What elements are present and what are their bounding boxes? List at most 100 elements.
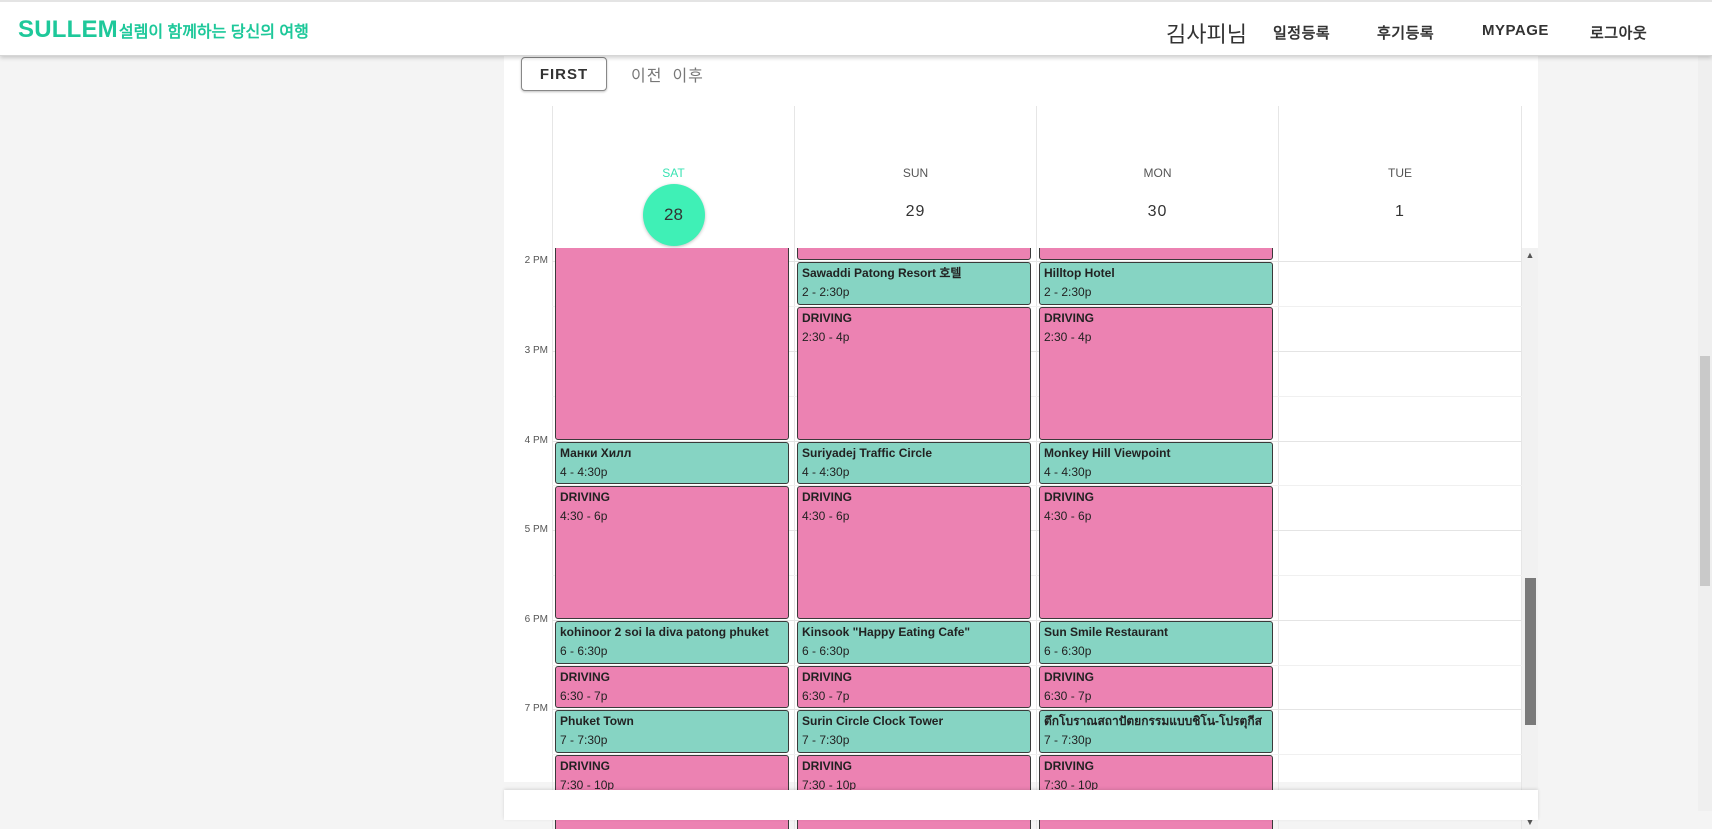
event-time: 7:30 - 10p xyxy=(802,778,857,792)
calendar-scrollbar-thumb[interactable] xyxy=(1525,578,1536,725)
place-event[interactable]: Surin Circle Clock Tower 7 - 7:30p xyxy=(797,710,1031,753)
event-title: Phuket Town xyxy=(560,714,634,728)
driving-event[interactable]: DRIVING 4:30 - 6p xyxy=(1039,486,1273,619)
day-number: 29 xyxy=(905,203,926,220)
triangle-up-icon[interactable]: ▲ xyxy=(1525,250,1535,260)
event-title: DRIVING xyxy=(1044,311,1095,325)
event-time: 6:30 - 7p xyxy=(1044,689,1092,703)
event-title: Surin Circle Clock Tower xyxy=(802,714,944,728)
time-label: 4 PM xyxy=(524,435,548,446)
first-button[interactable]: FIRST xyxy=(521,57,607,91)
event-time: 6:30 - 7p xyxy=(802,689,850,703)
column-divider xyxy=(794,248,795,829)
nav-mypage[interactable]: MYPAGE xyxy=(1482,22,1549,39)
half-hour-line xyxy=(552,754,1522,755)
place-event[interactable]: Sun Smile Restaurant 6 - 6:30p xyxy=(1039,621,1273,664)
calendar-toolbar: FIRST 이전 이후 xyxy=(521,56,704,92)
time-label: 7 PM xyxy=(524,703,548,714)
top-navbar: SULLEM 설렘이 함께하는 당신의 여행 김사피님 일정등록 후기등록 MY… xyxy=(0,0,1712,56)
place-event[interactable]: Kinsook "Happy Eating Cafe" 6 - 6:30p xyxy=(797,621,1031,664)
day-number: 30 xyxy=(1147,203,1168,220)
today-date-circle: 28 xyxy=(642,184,705,246)
driving-event[interactable]: DRIVING 6:30 - 7p xyxy=(797,666,1031,708)
column-divider xyxy=(1521,248,1522,829)
day-header-tue[interactable]: TUE 1 xyxy=(1278,106,1522,250)
page-scrollbar-thumb[interactable] xyxy=(1700,356,1710,586)
day-header-mon[interactable]: MON 30 xyxy=(1036,106,1278,250)
event-title: Monkey Hill Viewpoint xyxy=(1044,446,1171,460)
event-title: Kinsook "Happy Eating Cafe" xyxy=(802,625,971,639)
time-label: 3 PM xyxy=(524,345,548,356)
place-event[interactable]: Suriyadej Traffic Circle 4 - 4:30p xyxy=(797,442,1031,484)
hour-line xyxy=(552,620,1522,621)
place-event[interactable]: Hilltop Hotel 2 - 2:30p xyxy=(1039,262,1273,305)
hour-line xyxy=(552,351,1522,352)
event-title: DRIVING xyxy=(802,759,853,773)
driving-event[interactable]: DRIVING 4:30 - 6p xyxy=(797,486,1031,619)
event-title: DRIVING xyxy=(1044,670,1095,684)
place-event[interactable]: Sawaddi Patong Resort 호텔 2 - 2:30p xyxy=(797,262,1031,305)
event-title: Манки Хилл xyxy=(560,446,632,460)
driving-event[interactable] xyxy=(797,248,1031,260)
event-time: 7:30 - 10p xyxy=(1044,778,1099,792)
event-time: 6 - 6:30p xyxy=(560,644,608,658)
event-time: 2 - 2:30p xyxy=(802,285,850,299)
event-time: 4:30 - 6p xyxy=(560,509,608,523)
event-time: 2:30 - 4p xyxy=(1044,330,1092,344)
event-time: 4:30 - 6p xyxy=(1044,509,1092,523)
event-time: 2:30 - 4p xyxy=(802,330,850,344)
hour-line xyxy=(552,261,1522,262)
event-title: Suriyadej Traffic Circle xyxy=(802,446,933,460)
driving-event[interactable]: DRIVING 6:30 - 7p xyxy=(1039,666,1273,708)
nav-schedule-register[interactable]: 일정등록 xyxy=(1273,25,1331,42)
driving-event[interactable]: DRIVING 6:30 - 7p xyxy=(555,666,789,708)
event-title: Hilltop Hotel xyxy=(1044,266,1115,280)
time-label: 2 PM xyxy=(524,255,548,266)
day-name: SAT xyxy=(662,166,685,180)
event-title: DRIVING xyxy=(1044,490,1095,504)
driving-event[interactable]: DRIVING 4:30 - 6p xyxy=(555,486,789,619)
column-divider xyxy=(552,248,553,829)
half-hour-line xyxy=(552,575,1522,576)
place-event[interactable]: ตึกโบราณสถาปัตยกรรมแบบชิโน-โปรตุกีส 7 - 7… xyxy=(1039,710,1273,753)
day-header-sun[interactable]: SUN 29 xyxy=(794,106,1036,250)
user-greeting: 김사피님 xyxy=(1166,22,1247,47)
half-hour-line xyxy=(552,306,1522,307)
hour-line xyxy=(552,530,1522,531)
nav-logout[interactable]: 로그아웃 xyxy=(1590,25,1648,42)
event-time: 7 - 7:30p xyxy=(802,733,850,747)
calendar-card: FIRST 이전 이후 SAT 28 SUN 29 MON 30 TUE 1 2… xyxy=(504,52,1538,829)
event-time: 7:30 - 10p xyxy=(560,778,615,792)
event-title: DRIVING xyxy=(560,759,611,773)
event-title: DRIVING xyxy=(1044,759,1095,773)
place-event[interactable]: kohinoor 2 soi la diva patong phuket 6 - … xyxy=(555,621,789,664)
calendar-scrollbar[interactable]: ▲ ▼ xyxy=(1522,248,1538,829)
next-button[interactable]: 이후 xyxy=(672,68,704,85)
hour-line xyxy=(552,441,1522,442)
place-event[interactable]: Манки Хилл 4 - 4:30p xyxy=(555,442,789,484)
event-time: 7 - 7:30p xyxy=(1044,733,1092,747)
day-header-sat[interactable]: SAT 28 xyxy=(552,106,794,250)
driving-event[interactable]: DRIVING 2:30 - 4p xyxy=(797,307,1031,440)
driving-event[interactable]: DRIVING 2:30 - 4p xyxy=(1039,307,1273,440)
nav-review-register[interactable]: 후기등록 xyxy=(1377,25,1435,42)
day-number: 1 xyxy=(1395,203,1405,220)
time-label: 5 PM xyxy=(524,524,548,535)
brand-logo[interactable]: SULLEM 설렘이 함께하는 당신의 여행 xyxy=(18,16,309,44)
calendar-time-grid[interactable]: 2 PM3 PM4 PM5 PM6 PM7 PM8 PM1:30 - 4pМан… xyxy=(504,248,1522,829)
day-name: MON xyxy=(1143,166,1172,180)
place-event[interactable]: Phuket Town 7 - 7:30p xyxy=(555,710,789,753)
driving-event[interactable] xyxy=(1039,248,1273,260)
half-hour-line xyxy=(552,485,1522,486)
prev-button[interactable]: 이전 xyxy=(631,68,663,85)
event-time: 6:30 - 7p xyxy=(560,689,608,703)
page-scrollbar[interactable] xyxy=(1698,56,1712,811)
event-title: ตึกโบราณสถาปัตยกรรมแบบชิโน-โปรตุกีส xyxy=(1044,714,1262,728)
driving-event[interactable]: 1:30 - 4p xyxy=(555,248,789,440)
time-label: 6 PM xyxy=(524,614,548,625)
event-title: DRIVING xyxy=(802,670,853,684)
event-title: DRIVING xyxy=(560,490,611,504)
bottom-panel xyxy=(504,790,1538,820)
place-event[interactable]: Monkey Hill Viewpoint 4 - 4:30p xyxy=(1039,442,1273,484)
event-title: DRIVING xyxy=(802,490,853,504)
